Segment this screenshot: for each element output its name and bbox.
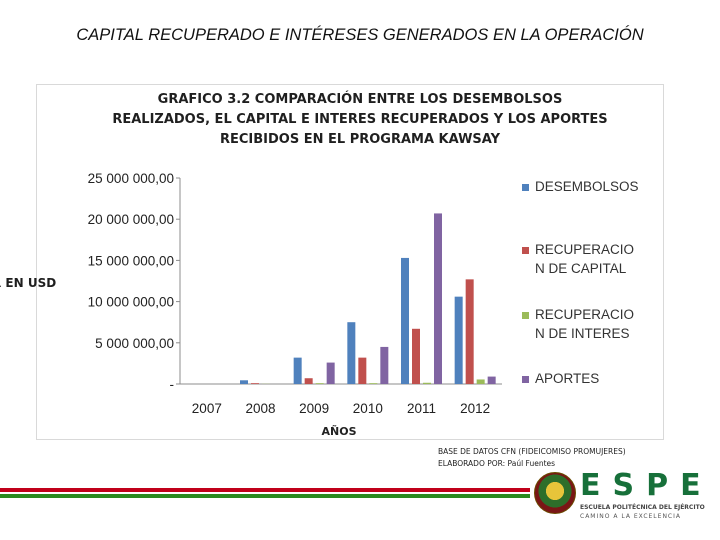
chart-title: GRAFICO 3.2 COMPARACIÓN ENTRE LOS DESEMB… (90, 90, 630, 150)
x-tick-label: 2011 (407, 401, 436, 416)
x-tick-label: 2012 (460, 401, 490, 416)
bar (465, 279, 474, 384)
y-tick-label: 10 000 000,00 (88, 295, 174, 310)
x-tick-label: 2007 (192, 401, 222, 416)
legend-label: DESEMBOLSOS (535, 179, 639, 194)
bar (423, 382, 431, 384)
chart-title-line-1: GRAFICO 3.2 COMPARACIÓN ENTRE LOS DESEMB… (157, 92, 563, 107)
page-title: CAPITAL RECUPERADO E INTÉRESES GENERADOS… (76, 26, 644, 44)
bar (347, 322, 356, 384)
logo-subtitle: ESCUELA POLITÉCNICA DEL EJÉRCITO (580, 504, 705, 511)
legend-swatch (522, 376, 529, 383)
legend-swatch (522, 247, 529, 254)
source-note: BASE DE DATOS CFN (FIDEICOMISO PROMUJERE… (438, 446, 626, 470)
footer-stripe-green (0, 494, 530, 498)
legend-swatch (522, 312, 529, 319)
bar (326, 362, 335, 384)
legend-label: APORTES (535, 371, 599, 386)
bar (315, 383, 324, 384)
bar (412, 328, 420, 384)
x-axis-label: AÑOS (322, 425, 357, 438)
bar (369, 383, 378, 384)
legend-label: N DE INTERES (535, 326, 630, 341)
seal-icon (534, 472, 576, 514)
chart-title-line-3: RECIBIDOS EN EL PROGRAMA KAWSAY (219, 132, 501, 147)
espe-logo: ESPE ESCUELA POLITÉCNICA DEL EJÉRCITO CA… (528, 468, 708, 526)
footer-stripe-white (0, 492, 530, 494)
x-tick-label: 2008 (245, 401, 275, 416)
bar (293, 357, 302, 384)
logo-motto: CAMINO A LA EXCELENCIA (580, 513, 681, 520)
bar (454, 296, 463, 384)
bar (240, 380, 248, 384)
source-line-1: BASE DE DATOS CFN (FIDEICOMISO PROMUJERE… (438, 447, 626, 456)
logo-word: ESPE (580, 468, 713, 503)
footer-stripe (0, 488, 530, 498)
source-line-2: ELABORADO POR: Paúl Fuentes (438, 459, 556, 468)
y-tick-label: 20 000 000,00 (88, 212, 174, 227)
footer-stripe-red (0, 488, 530, 492)
y-tick-label: 15 000 000,00 (88, 253, 174, 268)
bar (304, 378, 313, 384)
y-axis-label: R EN USD (0, 276, 57, 290)
legend-label: RECUPERACIO (535, 242, 634, 257)
bar (380, 346, 389, 384)
bar (358, 357, 367, 384)
legend-label: RECUPERACIO (535, 307, 634, 322)
bar (487, 376, 496, 384)
bar (401, 257, 409, 384)
bar (251, 383, 259, 384)
legend-swatch (522, 184, 529, 191)
x-tick-label: 2010 (353, 401, 383, 416)
x-tick-label: 2009 (299, 401, 329, 416)
y-tick-label: 5 000 000,00 (95, 336, 174, 351)
y-tick-label: - (170, 377, 175, 392)
bar (476, 379, 485, 384)
legend-label: N DE CAPITAL (535, 261, 627, 276)
chart-title-line-2: REALIZADOS, EL CAPITAL E INTERES RECUPER… (112, 112, 608, 127)
y-tick-label: 25 000 000,00 (88, 171, 174, 186)
bar (434, 213, 442, 384)
